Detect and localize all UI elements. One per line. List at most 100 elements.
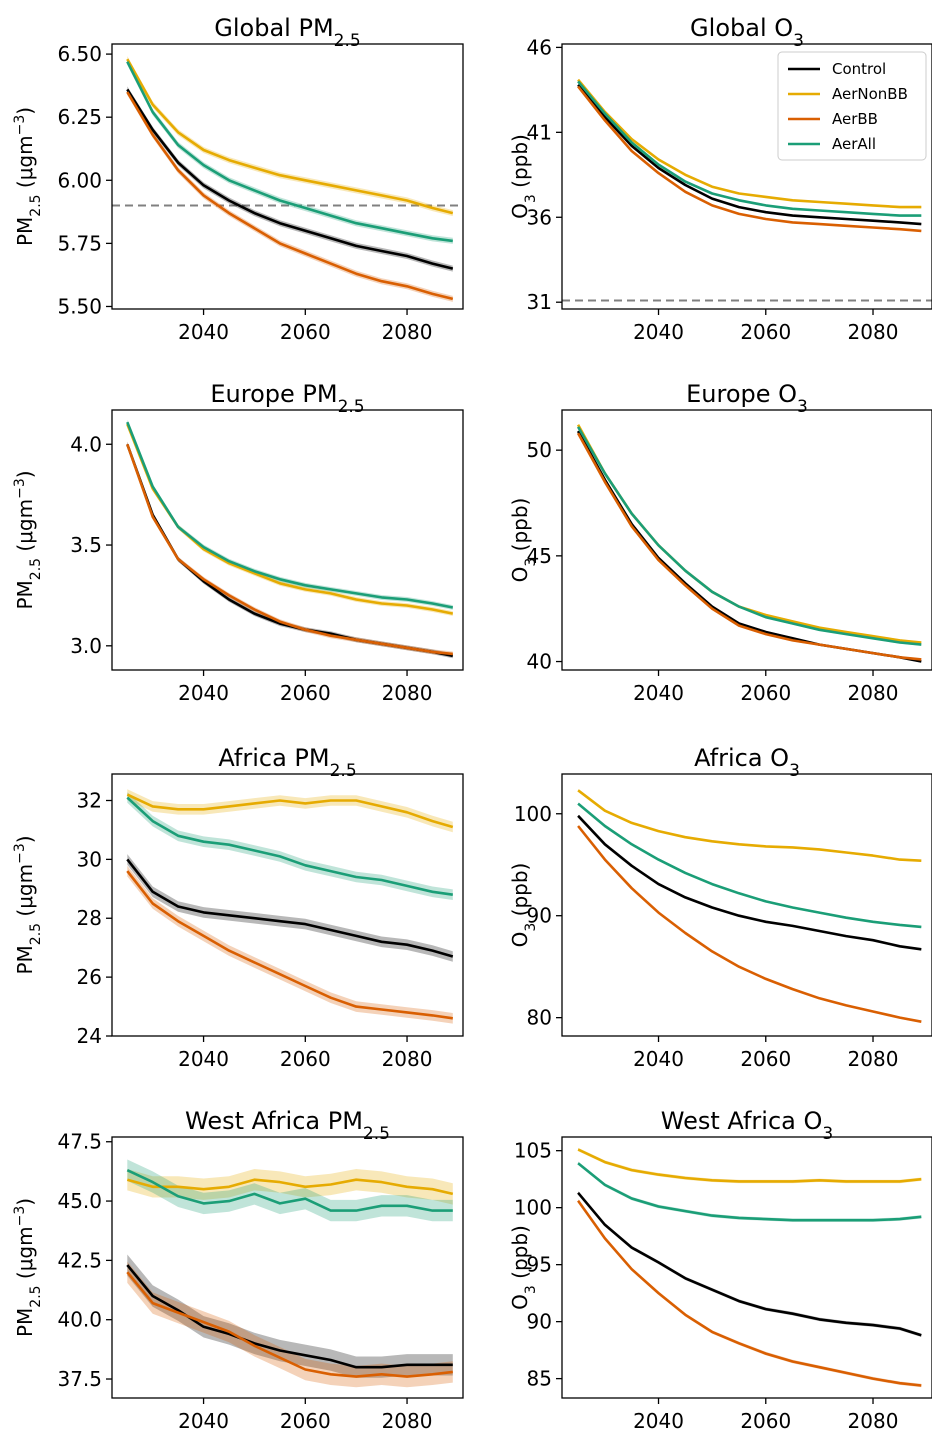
series-line-control bbox=[126, 858, 454, 958]
series-band-control bbox=[127, 854, 453, 962]
panel-4: 40 45 50 2040 2060 2080 Europe O3 O3 (ppb) bbox=[508, 380, 932, 705]
panel-title: Africa O3 bbox=[694, 744, 800, 781]
y-tick-label: 6.00 bbox=[57, 168, 102, 192]
x-tick-label: 2080 bbox=[848, 320, 899, 344]
y-tick-label: 45 bbox=[527, 544, 552, 568]
series-line-aerbb bbox=[576, 432, 922, 661]
series-line-aernonbb bbox=[577, 78, 922, 209]
series-band-control bbox=[578, 814, 922, 951]
series-band-aerbb bbox=[127, 88, 453, 302]
x-tick-label: 2040 bbox=[633, 1047, 684, 1071]
x-tick-label: 2040 bbox=[178, 320, 229, 344]
legend-label-aerall: AerAll bbox=[832, 135, 876, 153]
x-tick-label: 2060 bbox=[740, 1047, 791, 1071]
y-tick-label: 5.50 bbox=[57, 294, 102, 318]
series-line-aerbb bbox=[126, 443, 453, 656]
panel-title: Africa PM2.5 bbox=[218, 744, 356, 781]
series-band-aernonbb bbox=[578, 789, 922, 862]
x-tick-label: 2060 bbox=[740, 320, 791, 344]
series-line-control bbox=[577, 83, 922, 226]
x-tick-label: 2080 bbox=[382, 1409, 433, 1433]
plot-frame bbox=[561, 409, 932, 671]
y-tick-label: 50 bbox=[527, 438, 552, 462]
x-tick-label: 2080 bbox=[848, 1047, 899, 1071]
x-tick-label: 2080 bbox=[382, 320, 433, 344]
y-tick-label: 105 bbox=[514, 1139, 552, 1163]
y-axis-label: PM2.5 (μgm−3) bbox=[12, 1198, 44, 1337]
y-tick-label: 26 bbox=[77, 965, 102, 989]
series-band-aerbb bbox=[127, 1261, 453, 1388]
y-tick-label: 90 bbox=[527, 904, 552, 928]
x-tick-label: 2080 bbox=[848, 681, 899, 705]
y-tick-label: 42.5 bbox=[57, 1248, 102, 1272]
y-tick-label: 85 bbox=[527, 1367, 552, 1391]
y-tick-label: 28 bbox=[77, 906, 102, 930]
series-line-aerall bbox=[577, 802, 922, 929]
y-tick-label: 3.5 bbox=[70, 533, 102, 557]
y-tick-label: 80 bbox=[527, 1006, 552, 1030]
legend-label-aernonbb: AerNonBB bbox=[832, 85, 908, 103]
x-tick-label: 2060 bbox=[280, 320, 331, 344]
y-tick-label: 24 bbox=[77, 1024, 102, 1048]
x-tick-label: 2080 bbox=[848, 1409, 899, 1433]
series-line-aernonbb bbox=[126, 423, 454, 615]
x-tick-label: 2040 bbox=[178, 681, 229, 705]
series-band-aerbb bbox=[578, 1199, 922, 1388]
panel-title: Global PM2.5 bbox=[214, 14, 360, 51]
x-tick-label: 2060 bbox=[280, 1047, 331, 1071]
series-line-aerall bbox=[577, 80, 922, 217]
legend-label-aerbb: AerBB bbox=[832, 110, 878, 128]
series-line-control bbox=[126, 88, 454, 270]
series-line-aernonbb bbox=[126, 1178, 454, 1196]
y-axis-label: PM2.5 (μgm−3) bbox=[12, 835, 44, 974]
x-tick-label: 2080 bbox=[382, 681, 433, 705]
y-tick-label: 40.0 bbox=[57, 1308, 102, 1332]
plot-frame bbox=[561, 43, 932, 310]
series-line-aerbb bbox=[577, 825, 922, 1023]
x-tick-label: 2060 bbox=[740, 681, 791, 705]
plot-frame bbox=[111, 409, 464, 671]
y-tick-label: 47.5 bbox=[57, 1130, 102, 1154]
y-tick-label: 3.0 bbox=[70, 634, 102, 658]
series-line-control bbox=[577, 1191, 922, 1337]
y-tick-label: 31 bbox=[527, 290, 552, 314]
y-tick-label: 41 bbox=[527, 120, 552, 144]
series-band-control bbox=[578, 1191, 922, 1337]
panel-title: Europe O3 bbox=[686, 380, 808, 417]
y-tick-label: 36 bbox=[527, 205, 552, 229]
panel-8: 85 90 95 100 105 2040 2060 2080 West Africa O3 O3… bbox=[508, 1107, 932, 1433]
y-axis-label: O3 (ppb) bbox=[508, 1225, 539, 1310]
x-tick-label: 2040 bbox=[178, 1047, 229, 1071]
x-tick-label: 2040 bbox=[633, 320, 684, 344]
x-tick-label: 2040 bbox=[633, 681, 684, 705]
x-tick-label: 2040 bbox=[178, 1409, 229, 1433]
y-tick-label: 45.0 bbox=[57, 1189, 102, 1213]
panel-5: 24 26 28 30 32 2040 2060 2080 Africa PM2.5 PM2.5 … bbox=[12, 744, 464, 1071]
plot-frame bbox=[111, 1136, 464, 1399]
y-tick-label: 30 bbox=[77, 847, 102, 871]
y-tick-label: 32 bbox=[77, 788, 102, 812]
series-line-aerall bbox=[577, 1162, 922, 1222]
y-tick-label: 100 bbox=[514, 802, 552, 826]
y-axis-label: O3 (ppb) bbox=[508, 863, 539, 948]
y-tick-label: 46 bbox=[527, 35, 552, 59]
series-line-aernonbb bbox=[126, 58, 454, 215]
series-band-aerall bbox=[127, 1159, 453, 1222]
series-line-aerbb bbox=[126, 870, 453, 1020]
legend-box bbox=[777, 51, 927, 161]
series-line-aernonbb bbox=[126, 793, 454, 829]
x-tick-label: 2040 bbox=[633, 1409, 684, 1433]
y-tick-label: 5.75 bbox=[57, 231, 102, 255]
series-line-aernonbb bbox=[577, 1148, 922, 1183]
series-line-aerall bbox=[576, 426, 922, 646]
series-line-aerbb bbox=[126, 1271, 453, 1378]
panel-title: Global O3 bbox=[690, 14, 804, 51]
panel-6: 80 90 100 2040 2060 2080 Africa O3 O3 (ppb) bbox=[508, 744, 932, 1071]
plot-frame bbox=[561, 1136, 932, 1399]
y-tick-label: 4.0 bbox=[70, 432, 102, 456]
panel-3: 3.0 3.5 4.0 2040 2060 2080 Europe PM2.5 PM2.5 (… bbox=[12, 380, 464, 705]
series-line-aerall bbox=[126, 421, 454, 609]
y-axis-label: PM2.5 (μgm−3) bbox=[12, 107, 44, 246]
series-line-aerbb bbox=[577, 85, 922, 233]
